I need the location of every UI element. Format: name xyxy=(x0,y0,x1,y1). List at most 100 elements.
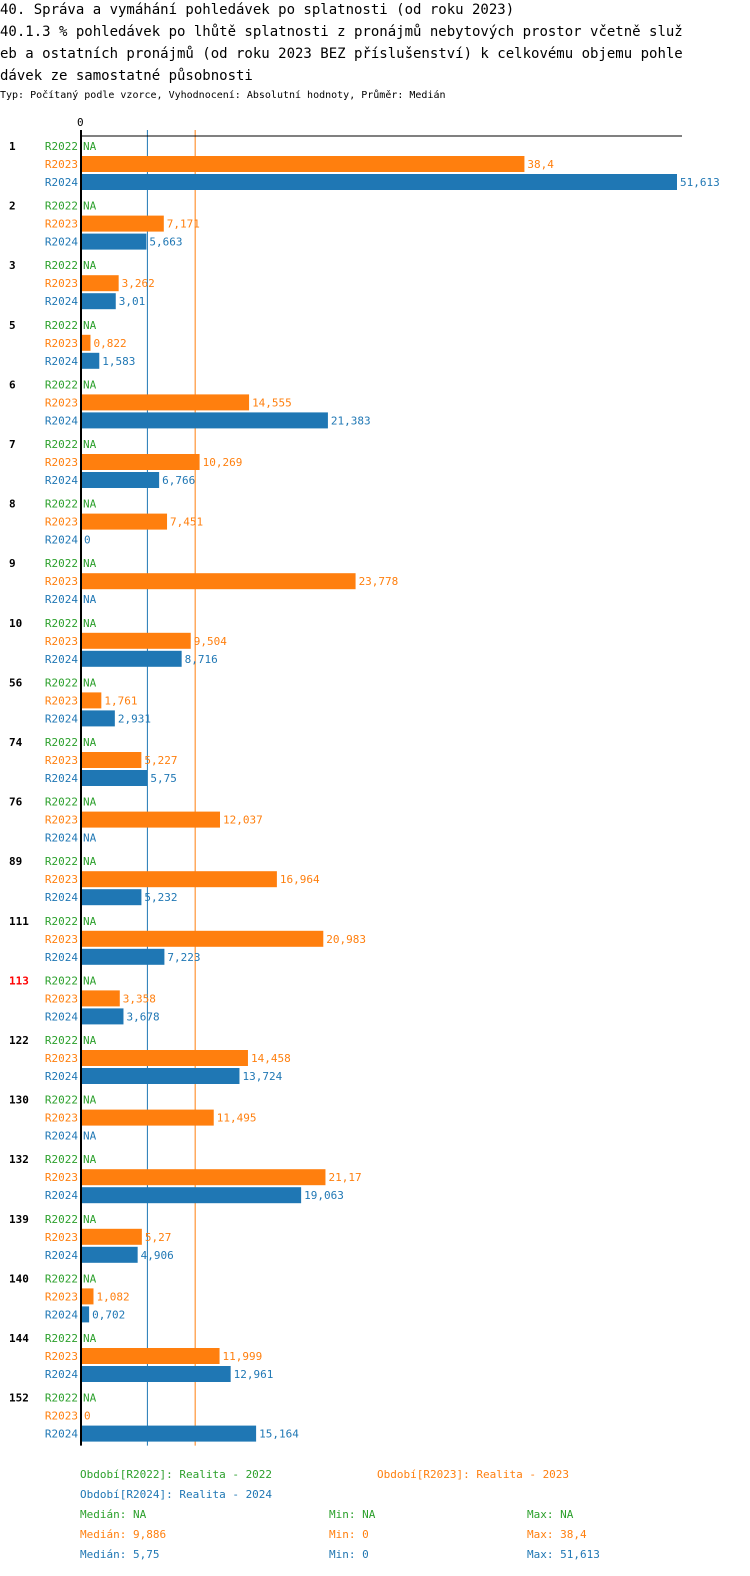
stat-max-r2024: Max: 51,613 xyxy=(527,1548,600,1561)
bar-r2023 xyxy=(81,990,120,1007)
bar-r2023 xyxy=(81,1109,214,1126)
data-label: NA xyxy=(83,1392,97,1405)
data-label: 8,716 xyxy=(185,653,218,666)
series-label: R2023 xyxy=(45,516,78,529)
series-label: R2022 xyxy=(45,915,78,928)
data-label: NA xyxy=(83,974,97,987)
series-label: R2022 xyxy=(45,796,78,809)
series-label: R2023 xyxy=(45,456,78,469)
series-label: R2024 xyxy=(45,1130,78,1143)
bar-r2024 xyxy=(81,1068,240,1084)
data-label: NA xyxy=(83,438,97,451)
data-label: 12,037 xyxy=(223,814,263,827)
bar-r2023 xyxy=(81,275,119,292)
series-label: R2024 xyxy=(45,1070,78,1083)
data-label: NA xyxy=(83,200,97,213)
group-label: 9 xyxy=(9,557,16,570)
group-label: 10 xyxy=(9,617,22,630)
data-label: 5,27 xyxy=(145,1231,172,1244)
stat-median-r2022: Medián: NA xyxy=(80,1508,147,1521)
data-label: NA xyxy=(83,736,97,749)
data-label: NA xyxy=(83,832,97,845)
data-label: NA xyxy=(83,259,97,272)
subtitle-line: eb a ostatních pronájmů (od roku 2023 BE… xyxy=(0,46,683,62)
bar-r2023 xyxy=(81,1288,94,1305)
series-label: R2023 xyxy=(45,933,78,946)
data-label: 5,663 xyxy=(149,236,182,249)
data-label: 15,164 xyxy=(259,1428,299,1441)
series-label: R2024 xyxy=(45,1010,78,1023)
data-label: NA xyxy=(83,1213,97,1226)
data-label: NA xyxy=(83,676,97,689)
series-label: R2023 xyxy=(45,1112,78,1125)
legend-r2024: Období[R2024]: Realita - 2024 xyxy=(80,1488,273,1501)
group-label: 76 xyxy=(9,796,23,809)
series-label: R2022 xyxy=(45,676,78,689)
data-label: NA xyxy=(83,855,97,868)
group-label: 152 xyxy=(9,1392,29,1405)
data-label: 7,451 xyxy=(170,516,203,529)
data-label: 3,01 xyxy=(119,295,145,308)
bar-r2024 xyxy=(81,889,142,906)
bar-r2023 xyxy=(81,871,277,888)
bar-r2023 xyxy=(81,1228,142,1245)
data-label: 4,906 xyxy=(141,1249,174,1262)
bar-r2023 xyxy=(81,334,91,351)
series-label: R2022 xyxy=(45,1034,78,1047)
bar-r2024 xyxy=(81,233,147,250)
series-label: R2024 xyxy=(45,414,78,427)
series-label: R2023 xyxy=(45,218,78,231)
bar-r2023 xyxy=(81,811,220,828)
bar-chart: 0 1 R2022 NA R2023 38,4 R2024 51,613 2 R2022 NA R20… xyxy=(9,116,720,1446)
data-label: 1,583 xyxy=(102,355,135,368)
series-label: R2023 xyxy=(45,635,78,648)
bar-r2023 xyxy=(81,513,168,530)
data-label: 0 xyxy=(84,1410,91,1423)
data-label: 0,702 xyxy=(92,1308,125,1321)
group-label: 2 xyxy=(9,200,16,213)
series-label: R2024 xyxy=(45,653,78,666)
group-label: 130 xyxy=(9,1094,29,1107)
series-label: R2022 xyxy=(45,1332,78,1345)
series-label: R2024 xyxy=(45,1308,78,1321)
group-label: 132 xyxy=(9,1153,29,1166)
group-label: 1 xyxy=(9,140,16,153)
data-label: 3,678 xyxy=(126,1010,159,1023)
series-label: R2022 xyxy=(45,259,78,272)
bar-r2023 xyxy=(81,632,191,649)
legend-r2023: Období[R2023]: Realita - 2023 xyxy=(377,1468,570,1481)
series-label: R2023 xyxy=(45,158,78,171)
series-label: R2023 xyxy=(45,754,78,767)
subtitle-line: dávek ze samostatné působnosti xyxy=(0,68,253,84)
group-label: 111 xyxy=(9,915,29,928)
data-label: 1,082 xyxy=(96,1290,129,1303)
group-label: 6 xyxy=(9,378,16,391)
group-label: 8 xyxy=(9,498,16,511)
series-label: R2024 xyxy=(45,712,78,725)
stat-min-r2022: Min: NA xyxy=(329,1508,376,1521)
series-label: R2024 xyxy=(45,474,78,487)
bar-r2024 xyxy=(81,650,182,667)
data-label: NA xyxy=(83,593,97,606)
bar-r2023 xyxy=(81,394,250,411)
bar-r2024 xyxy=(81,1306,90,1323)
data-label: NA xyxy=(83,319,97,332)
stat-median-r2023: Medián: 9,886 xyxy=(80,1528,167,1541)
series-label: R2022 xyxy=(45,140,78,153)
series-label: R2023 xyxy=(45,873,78,886)
bar-r2023 xyxy=(81,573,356,590)
bar-r2023 xyxy=(81,752,142,768)
series-label: R2023 xyxy=(45,1052,78,1065)
data-label: 11,495 xyxy=(217,1112,257,1125)
series-label: R2024 xyxy=(45,295,78,308)
data-label: NA xyxy=(83,1153,97,1166)
data-label: 7,223 xyxy=(167,951,200,964)
series-label: R2022 xyxy=(45,498,78,511)
series-label: R2024 xyxy=(45,832,78,845)
group-label: 139 xyxy=(9,1213,29,1226)
group-label: 140 xyxy=(9,1272,29,1285)
stat-median-r2024: Medián: 5,75 xyxy=(80,1548,160,1561)
data-label: NA xyxy=(83,140,97,153)
data-label: NA xyxy=(83,557,97,570)
chart-title: 40. Správa a vymáhání pohledávek po spla… xyxy=(0,2,515,18)
